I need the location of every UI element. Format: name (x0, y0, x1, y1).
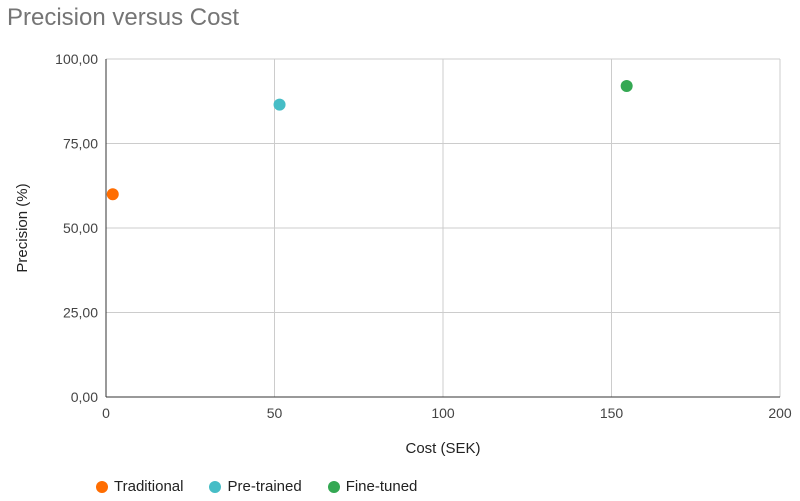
chart-legend: Traditional Pre-trained Fine-tuned (96, 478, 443, 495)
x-tick-label: 100 (431, 405, 455, 421)
x-tick-label: 200 (768, 405, 792, 421)
x-axis-title: Cost (SEK) (405, 440, 480, 457)
y-tick-label: 100,00 (55, 51, 98, 67)
y-tick-label: 50,00 (63, 220, 98, 236)
legend-swatch (209, 480, 222, 493)
data-point-pre-trained (273, 98, 286, 111)
y-tick-label: 25,00 (63, 305, 98, 321)
data-point-fine-tuned (620, 80, 633, 93)
y-tick-label: 0,00 (71, 389, 98, 405)
legend-label: Traditional (114, 478, 184, 495)
data-point-traditional (106, 188, 119, 201)
legend-swatch (96, 480, 108, 493)
chart-title: Precision versus Cost (7, 4, 240, 31)
x-tick-label: 50 (267, 405, 283, 421)
legend-item: Pre-trained (209, 478, 302, 495)
x-tick-label: 0 (102, 405, 110, 421)
x-tick-label: 150 (600, 405, 624, 421)
legend-label: Pre-trained (227, 478, 302, 495)
y-tick-label: 75,00 (63, 136, 98, 152)
legend-swatch (327, 480, 340, 493)
legend-label: Fine-tuned (345, 478, 418, 495)
legend-item: Traditional (96, 478, 183, 495)
y-axis-title: Precision (%) (14, 183, 31, 272)
legend-item: Fine-tuned (327, 478, 418, 495)
